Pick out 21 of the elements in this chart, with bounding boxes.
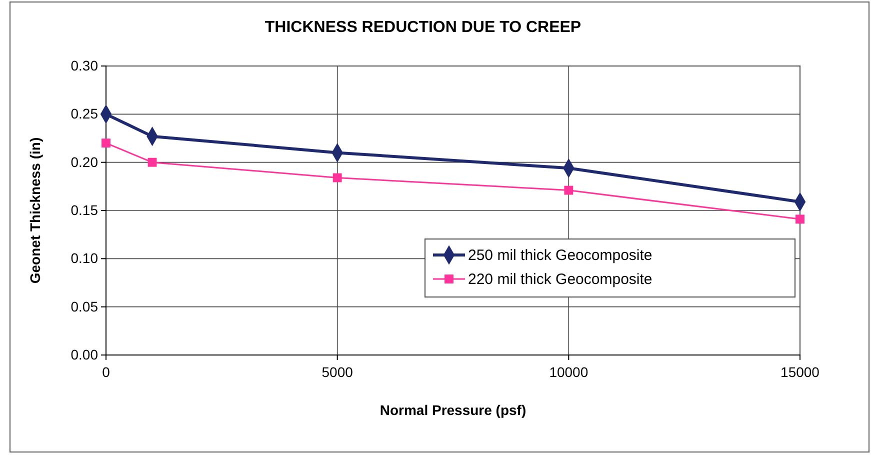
x-tick-label: 15000 bbox=[780, 364, 820, 380]
x-tick-label: 0 bbox=[102, 364, 110, 380]
y-tick-label: 0.15 bbox=[70, 202, 98, 218]
y-tick-label: 0.10 bbox=[70, 250, 98, 266]
y-tick-label: 0.00 bbox=[70, 346, 98, 362]
point bbox=[148, 158, 157, 167]
y-axis-title: Geonet Thickness (in) bbox=[27, 137, 43, 284]
x-axis-title: Normal Pressure (psf) bbox=[380, 402, 526, 418]
point bbox=[796, 214, 804, 224]
legend-label: 250 mil thick Geocomposite bbox=[468, 247, 652, 264]
y-tick-label: 0.05 bbox=[70, 298, 98, 314]
point bbox=[564, 186, 574, 195]
point bbox=[102, 138, 110, 148]
x-tick-label: 10000 bbox=[549, 364, 588, 380]
y-tick-label: 0.25 bbox=[70, 106, 98, 122]
y-tick-label: 0.30 bbox=[70, 57, 98, 74]
legend-label: 220 mil thick Geocomposite bbox=[468, 271, 652, 288]
x-tick-label: 5000 bbox=[322, 364, 354, 380]
point bbox=[332, 173, 342, 182]
chart-title: THICKNESS REDUCTION DUE TO CREEP bbox=[264, 19, 582, 36]
y-tick-label: 0.20 bbox=[70, 154, 98, 170]
